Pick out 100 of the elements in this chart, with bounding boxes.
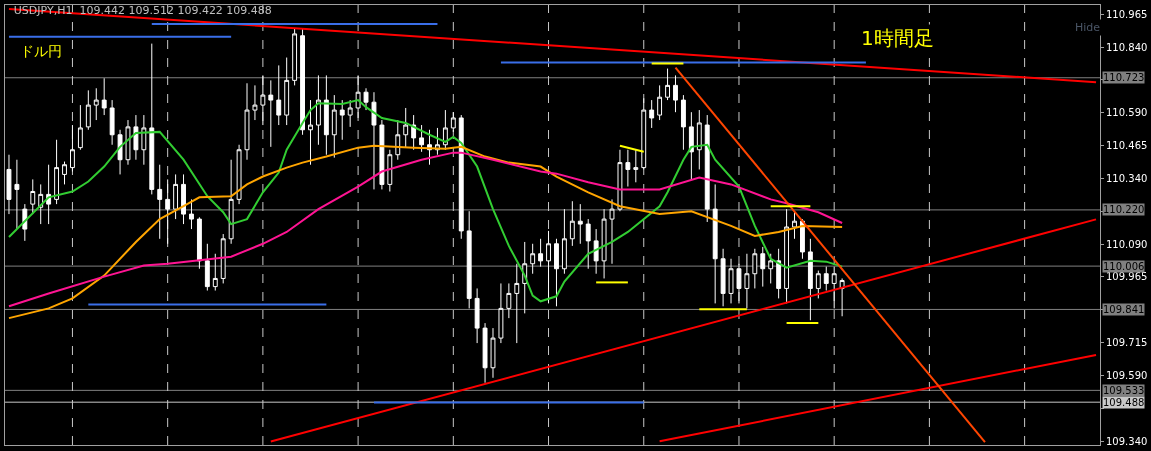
candlestick bbox=[530, 243, 536, 275]
y-tick-label: 109.965 bbox=[1106, 271, 1148, 283]
candlestick bbox=[577, 203, 583, 245]
candlestick bbox=[323, 74, 329, 156]
candlestick bbox=[403, 107, 409, 149]
candlestick bbox=[466, 210, 472, 309]
candlestick bbox=[149, 43, 155, 195]
ref-line-label: 110.220 bbox=[1103, 204, 1145, 215]
candlestick bbox=[450, 111, 456, 133]
candlestick bbox=[189, 198, 194, 230]
candlestick bbox=[117, 129, 123, 175]
candlestick bbox=[784, 208, 790, 304]
candlestick bbox=[712, 183, 718, 304]
candlestick bbox=[173, 173, 179, 220]
y-tick-label: 109.590 bbox=[1106, 369, 1148, 381]
candlestick bbox=[70, 124, 75, 173]
candlestick bbox=[14, 159, 20, 230]
candlestick bbox=[387, 149, 393, 193]
candlestick bbox=[244, 82, 250, 161]
candlestick bbox=[641, 97, 647, 170]
candlestick bbox=[315, 74, 321, 146]
candlestick bbox=[141, 114, 147, 166]
candlestick bbox=[54, 139, 60, 205]
ref-line-label: 109.533 bbox=[1103, 385, 1145, 396]
candlestick bbox=[665, 68, 670, 101]
candlestick bbox=[284, 57, 290, 126]
candlestick bbox=[30, 178, 36, 215]
annotation: ドル円 bbox=[20, 43, 62, 59]
candlestick bbox=[474, 287, 480, 344]
candlestick bbox=[538, 238, 544, 268]
candlestick bbox=[744, 253, 750, 309]
candlestick bbox=[6, 154, 12, 215]
candlestick bbox=[490, 327, 496, 379]
candlestick bbox=[331, 94, 337, 159]
candlestick bbox=[62, 161, 67, 185]
candlestick bbox=[585, 218, 591, 270]
candlestick bbox=[371, 91, 377, 190]
annotation: 1時間足 bbox=[861, 26, 934, 50]
candlestick bbox=[181, 173, 186, 225]
candlestick bbox=[561, 208, 567, 275]
candlestick bbox=[649, 99, 655, 129]
candlestick bbox=[419, 124, 425, 153]
candlestick bbox=[768, 253, 774, 284]
candlestick bbox=[300, 28, 305, 136]
candlestick bbox=[776, 248, 782, 299]
candlestick bbox=[807, 238, 813, 321]
candlestick bbox=[482, 322, 488, 384]
candlestick bbox=[77, 104, 83, 151]
y-tick-label: 110.340 bbox=[1106, 172, 1148, 184]
candlestick bbox=[165, 178, 171, 245]
y-tick-label: 110.465 bbox=[1106, 140, 1148, 152]
line-series bbox=[7, 99, 844, 303]
candlestick bbox=[625, 149, 631, 188]
candlestick bbox=[292, 28, 298, 86]
candlestick bbox=[593, 228, 599, 275]
candlestick bbox=[815, 270, 821, 299]
candlestick bbox=[546, 230, 551, 304]
candlestick bbox=[696, 109, 702, 170]
candlestick bbox=[157, 164, 163, 240]
ref-line-label: 110.723 bbox=[1103, 72, 1145, 83]
candlestick bbox=[276, 64, 282, 126]
ref-line-label: 110.006 bbox=[1103, 261, 1145, 272]
candlestick bbox=[268, 79, 274, 148]
candlestick bbox=[379, 119, 385, 190]
candlestick bbox=[101, 77, 107, 116]
candlestick bbox=[760, 246, 766, 288]
candlestick bbox=[339, 99, 345, 141]
candlestick bbox=[236, 144, 242, 205]
candlestick bbox=[728, 258, 734, 304]
candlestick bbox=[228, 159, 234, 245]
candlestick bbox=[308, 99, 313, 166]
y-tick-label: 109.715 bbox=[1106, 337, 1148, 349]
candlestick bbox=[704, 114, 710, 223]
candlestick bbox=[839, 277, 845, 317]
candlestick bbox=[506, 282, 512, 319]
candlestick bbox=[617, 149, 623, 212]
candlestick bbox=[720, 248, 726, 307]
candlestick bbox=[633, 149, 639, 183]
candlestick bbox=[601, 208, 607, 279]
candlestick bbox=[442, 109, 448, 151]
candlestick bbox=[109, 99, 115, 146]
candlestick bbox=[792, 210, 797, 240]
candlestick bbox=[823, 266, 829, 292]
y-tick-label: 110.965 bbox=[1106, 8, 1148, 20]
candlestick bbox=[498, 282, 504, 344]
candlestick bbox=[569, 200, 575, 247]
candlestick bbox=[93, 87, 99, 121]
y-tick-label: 110.590 bbox=[1106, 107, 1148, 119]
candlestick bbox=[252, 84, 258, 121]
candlestick bbox=[673, 74, 678, 113]
candlestick bbox=[831, 266, 837, 309]
candlestick bbox=[133, 114, 139, 161]
ref-line-label: 109.841 bbox=[1103, 304, 1145, 315]
candlestick bbox=[125, 119, 131, 166]
y-tick-label: 109.340 bbox=[1106, 435, 1148, 447]
candlestick bbox=[680, 94, 686, 151]
candlestick bbox=[657, 84, 663, 121]
candlestick bbox=[688, 111, 694, 180]
candlestick bbox=[554, 238, 559, 307]
y-tick-label: 110.840 bbox=[1106, 41, 1148, 53]
